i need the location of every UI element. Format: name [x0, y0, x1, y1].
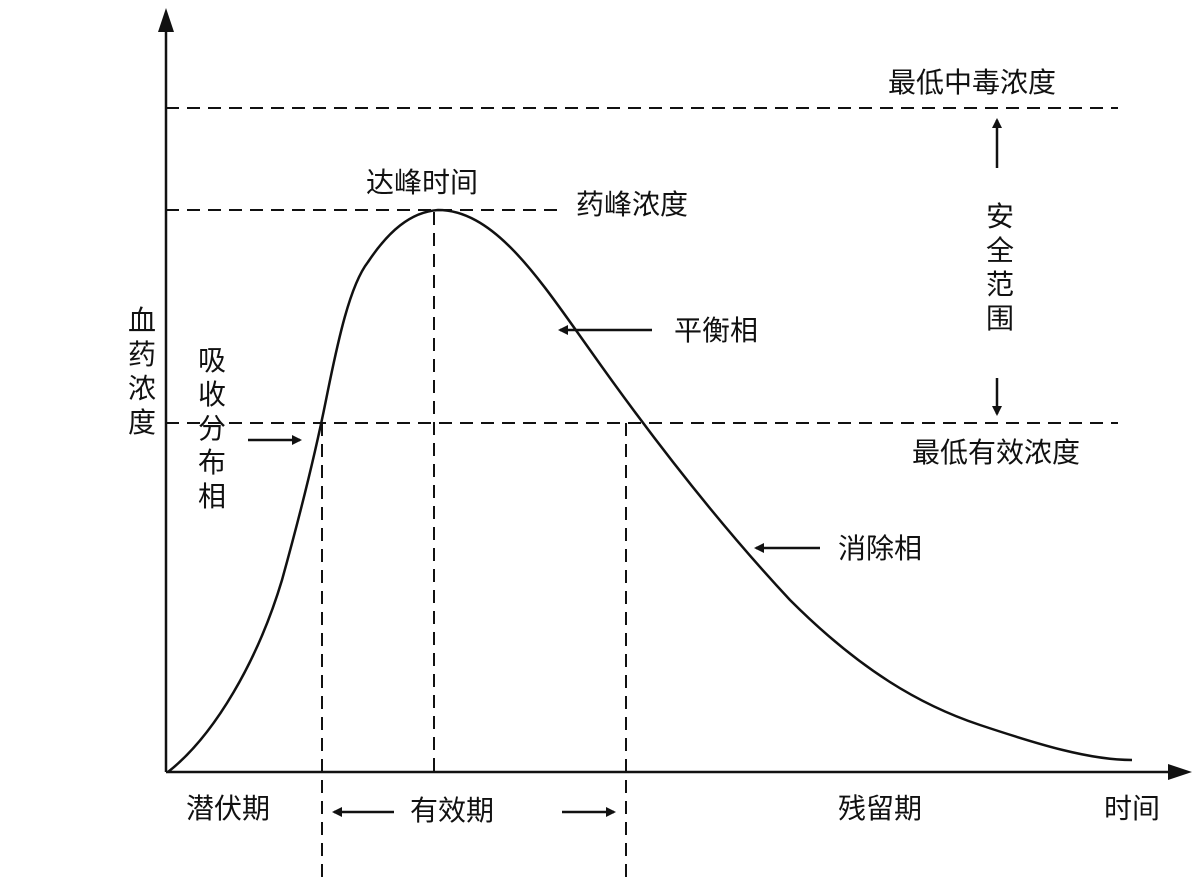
absorption-phase-label-char: 相 [198, 480, 226, 513]
min-effective-label: 最低有效浓度 [912, 436, 1080, 469]
safe-range-label-char: 范 [986, 268, 1014, 301]
concentration-curve [167, 208, 1133, 773]
x-axis-arrowhead [1168, 764, 1192, 780]
safe-range-label-char: 安 [986, 200, 1014, 233]
y-axis-label-char: 血 [128, 304, 156, 337]
absorption-phase-label-char: 收 [198, 378, 226, 411]
effective-period-label: 有效期 [410, 794, 494, 827]
safe-range-label-char: 围 [986, 302, 1014, 335]
peak-time-label: 达峰时间 [366, 166, 478, 199]
safe-range-label-char: 全 [986, 234, 1014, 267]
y-axis-label-char: 药 [128, 338, 156, 371]
latent-period-label: 潜伏期 [186, 792, 270, 825]
y-axis-label-char: 度 [128, 406, 156, 439]
x-axis-label: 时间 [1104, 792, 1160, 825]
absorption-phase-label-char: 分 [198, 412, 226, 445]
equilibrium-phase-label: 平衡相 [674, 314, 758, 347]
peak-level-label: 药峰浓度 [576, 188, 688, 221]
y-axis-label-char: 浓 [128, 372, 156, 405]
min-toxic-label: 最低中毒浓度 [888, 66, 1056, 99]
absorption-phase-label-char: 吸 [198, 344, 226, 377]
elimination-phase-label: 消除相 [838, 532, 922, 565]
absorption-phase-label-char: 布 [198, 446, 226, 479]
residual-period-label: 残留期 [838, 792, 922, 825]
y-axis-arrowhead [158, 8, 174, 32]
